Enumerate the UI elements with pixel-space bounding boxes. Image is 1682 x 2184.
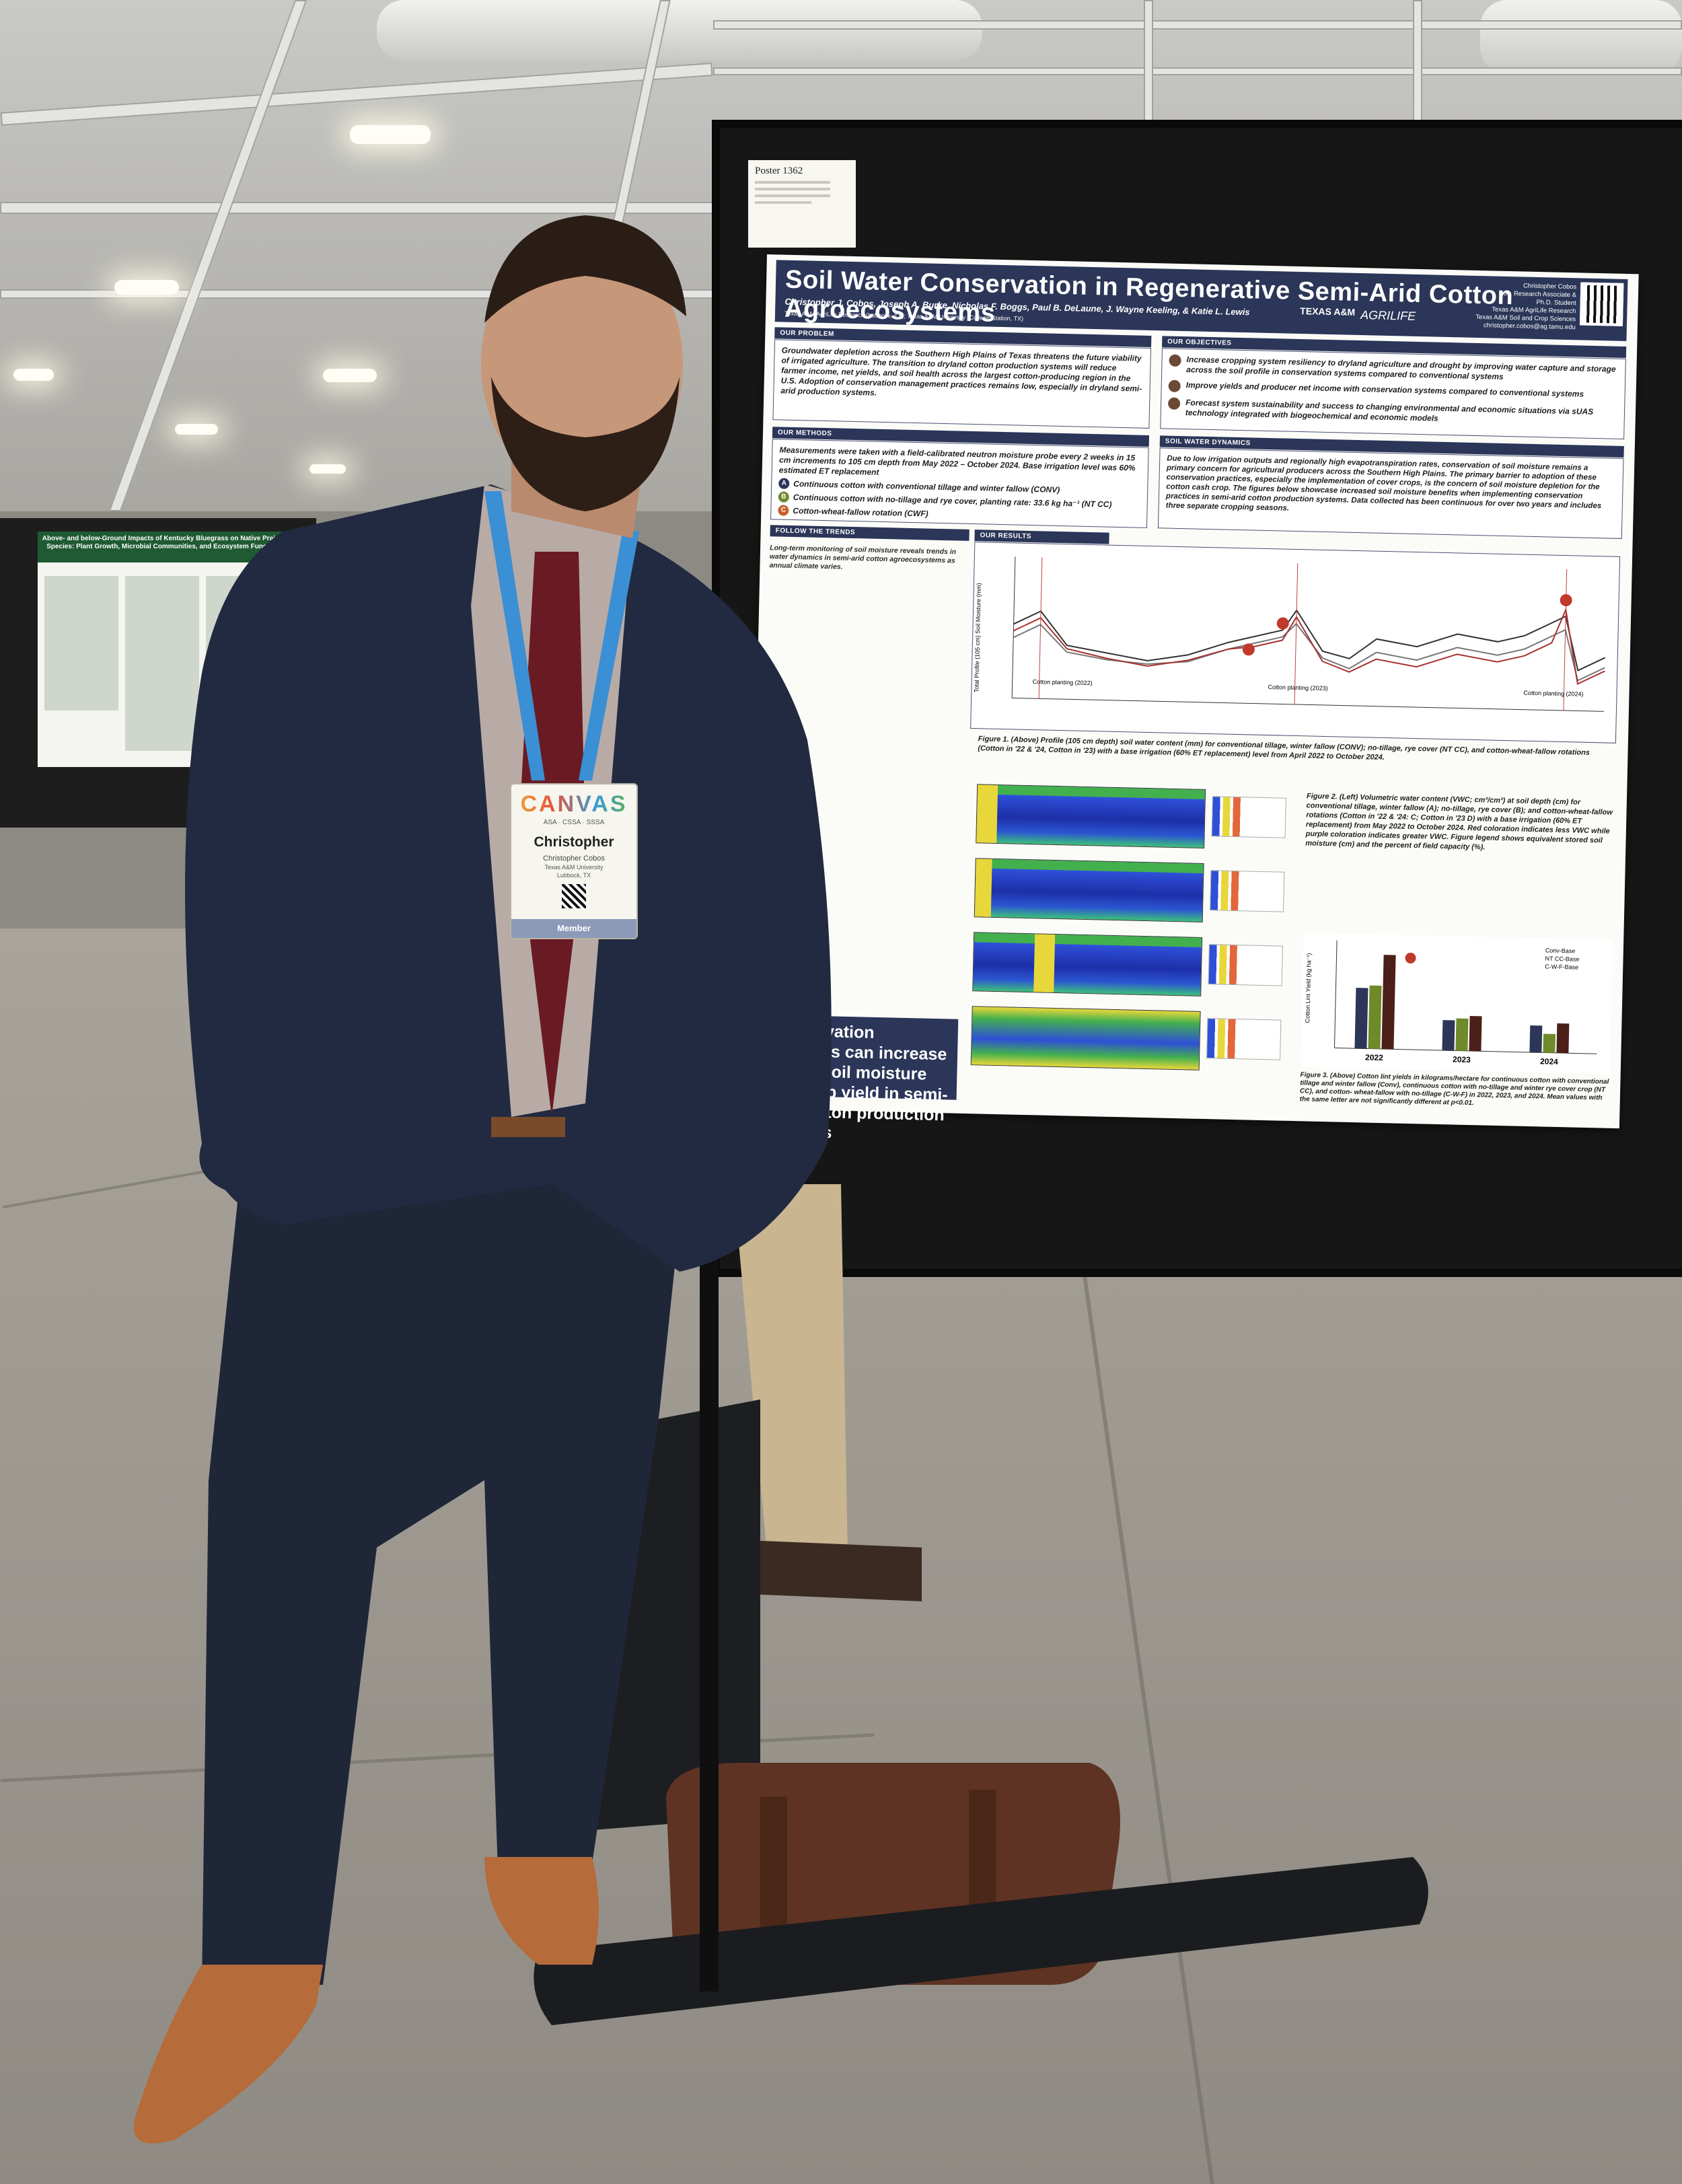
year-label: 2022: [1364, 1052, 1384, 1063]
soil-moisture-line-chart: Total Profile (105 cm) Soil Moisture (mm…: [970, 542, 1621, 743]
heatmap-b: [974, 858, 1204, 922]
ceiling-light: [323, 369, 377, 382]
ceiling-truss: [1144, 0, 1153, 121]
takeaway-banner: Conservation practices can increase stor…: [757, 1015, 959, 1142]
floor-seam: [0, 1733, 875, 1783]
background-poster: [38, 532, 288, 767]
contact-info: Christopher Cobos Soc. Research Associat…: [1475, 282, 1577, 332]
texas-am-logo: TEXAS A&M: [1300, 305, 1356, 318]
planting-2022-label: Cotton planting (2022): [1032, 678, 1093, 687]
ceiling-duct: [1480, 0, 1682, 74]
heatmap-c: [972, 932, 1203, 996]
planting-2023-label: Cotton planting (2023): [1268, 684, 1328, 692]
year-label: 2023: [1452, 1054, 1471, 1065]
line-chart-svg: [1011, 556, 1606, 712]
badge-location: Lubbock, TX: [556, 872, 591, 879]
ceiling-light: [175, 424, 218, 435]
yield-bar-svg: [1333, 940, 1597, 1054]
badge-societies: ASA · CSSA · SSSA: [543, 819, 605, 826]
badge-c-icon: C: [778, 505, 789, 516]
ceiling-light: [350, 125, 431, 144]
ceiling-truss: [713, 20, 1682, 30]
badge-b-icon: B: [778, 491, 790, 503]
ceiling-truss: [0, 63, 713, 126]
objectives-list: Increase cropping system resiliency to d…: [1160, 348, 1626, 439]
badge-logo: CANVAS: [511, 791, 636, 817]
heatmap-legend: [1208, 944, 1283, 986]
figure-3-caption: Figure 3. (Above) Cotton lint yields in …: [1299, 1071, 1609, 1107]
floor-seam: [1077, 1238, 1214, 2184]
ceiling-light: [13, 369, 54, 381]
ceiling-light: [114, 280, 179, 295]
badge-full-name: Christopher Cobos: [543, 854, 605, 863]
lanyard-left: [484, 491, 545, 780]
figure-2-caption: Figure 2. (Left) Volumetric water conten…: [1305, 792, 1613, 852]
research-poster: Soil Water Conservation in Regenerative …: [747, 254, 1639, 1142]
heatmap-legend: [1211, 796, 1286, 838]
trends-heading: Follow the Trends: [770, 525, 970, 541]
yield-bar-chart: 2022 2023 2024 Conv-Base NT CC-Base C-W-…: [1300, 933, 1613, 1075]
trends-text: Long-term monitoring of soil moisture re…: [769, 544, 957, 571]
poster-header: Soil Water Conservation in Regenerative …: [774, 260, 1628, 342]
soil-text: Due to low irrigation outputs and region…: [1157, 447, 1624, 539]
floor-seam: [3, 1135, 401, 1209]
badge-a-icon: A: [778, 478, 790, 489]
badge-first-name: Christopher: [534, 834, 614, 850]
ceiling-truss: [0, 202, 713, 214]
methods-block: Measurements were taken with a field-cal…: [770, 439, 1149, 528]
poster-number-card: Poster 1362: [748, 160, 856, 248]
yield-legend: Conv-Base NT CC-Base C-W-F-Base: [1545, 947, 1580, 971]
planting-2024-label: Cotton planting (2024): [1523, 689, 1584, 698]
ceiling-duct: [377, 0, 982, 61]
agrilife-logo: AGRILIFE: [1360, 308, 1416, 323]
heatmap-d: [970, 1006, 1201, 1070]
ceiling-truss: [713, 67, 1682, 75]
objective-icon: [1168, 379, 1181, 392]
ceiling-light: [309, 464, 346, 474]
heatmap-legend: [1210, 870, 1285, 912]
qr-code: [1579, 282, 1624, 326]
background-poster-title: Above- and below-Ground Impacts of Kentu…: [42, 535, 284, 550]
methods-text: Measurements were taken with a field-cal…: [778, 445, 1136, 477]
heatmap-legend: [1206, 1018, 1282, 1060]
problem-text: Groundwater depletion across the Souther…: [772, 339, 1151, 429]
ceiling-truss: [1413, 0, 1422, 121]
badge-member-type: Member: [511, 919, 636, 938]
objective-icon: [1167, 397, 1181, 410]
poster-number: Poster 1362: [755, 166, 803, 176]
name-badge: CANVAS ASA · CSSA · SSSA Christopher Chr…: [510, 783, 638, 939]
year-label: 2024: [1539, 1056, 1558, 1066]
ceiling-truss: [108, 0, 307, 511]
heatmap-a: [976, 784, 1206, 848]
badge-qr-code: [562, 884, 586, 908]
badge-institution: Texas A&M University: [544, 864, 604, 871]
objective-icon: [1169, 354, 1181, 367]
lanyard-right: [579, 532, 639, 780]
